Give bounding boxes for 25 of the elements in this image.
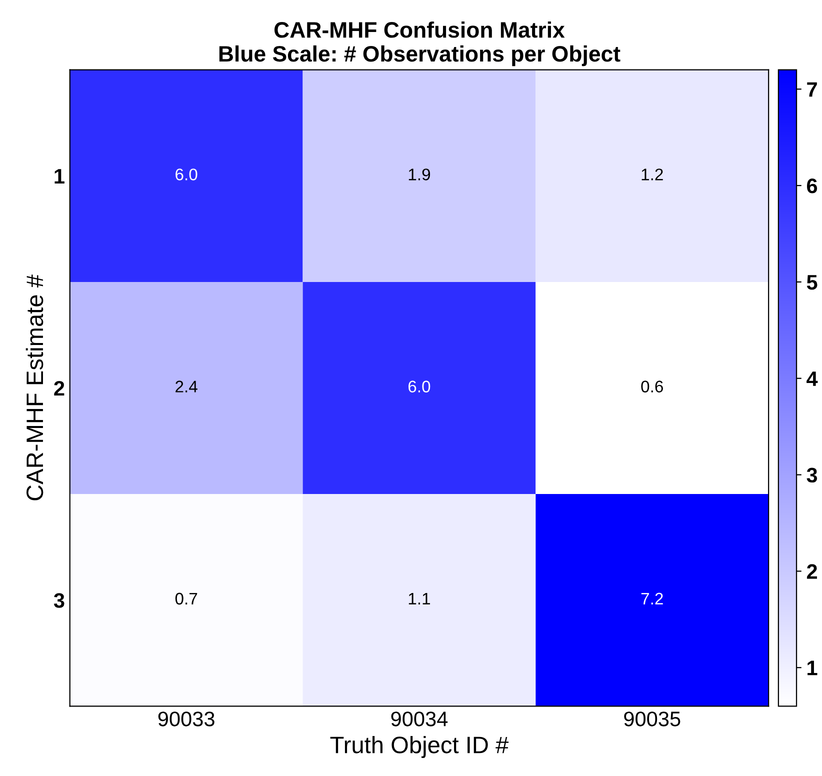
- x-tick-label: 90035: [624, 712, 680, 726]
- y-axis-title: CAR-MHF Estimate #: [26, 274, 44, 500]
- data-label: 1.9: [408, 168, 430, 180]
- y-tick-label: 3: [54, 593, 64, 608]
- data-label: 0.7: [175, 592, 198, 605]
- color-bar-label: 6: [807, 178, 818, 194]
- data-label: 2.4: [176, 380, 198, 392]
- data-label: 0.6: [641, 380, 663, 392]
- x-tick-label: 90034: [391, 712, 448, 726]
- color-bar-label: 3: [806, 468, 818, 483]
- data-label: 7.2: [641, 592, 663, 604]
- color-bar-label: 7: [807, 82, 817, 97]
- color-bar-label: 5: [806, 275, 818, 290]
- data-label: 6.0: [408, 380, 430, 392]
- x-axis-title: Truth Object ID #: [330, 736, 509, 758]
- color-bar-label: 1: [808, 660, 818, 676]
- data-label: 6.0: [176, 168, 198, 180]
- y-tick-label: 1: [54, 169, 64, 184]
- data-label: 1.2: [642, 168, 663, 180]
- x-tick-label: 90033: [158, 712, 214, 726]
- color-bar-label: 2: [806, 564, 817, 579]
- data-label: 1.1: [408, 592, 430, 604]
- y-tick-label: 2: [54, 381, 64, 396]
- color-bar-label: 4: [806, 372, 818, 386]
- chart-title: CAR-MHF Confusion Matrix Blue Scale: # Observations per Object: [219, 21, 620, 66]
